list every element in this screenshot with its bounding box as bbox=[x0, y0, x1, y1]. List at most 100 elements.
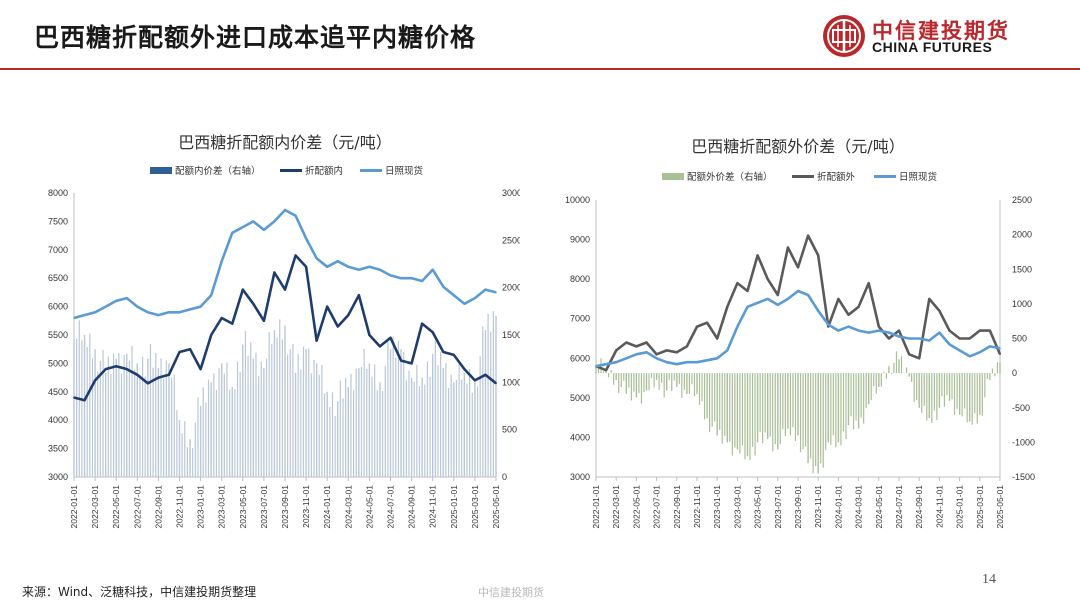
legend-swatch bbox=[150, 167, 172, 174]
spread-bar bbox=[739, 373, 741, 454]
spread-bar bbox=[192, 447, 194, 477]
series-point bbox=[716, 357, 718, 360]
spread-bar bbox=[389, 349, 392, 477]
spread-bar bbox=[595, 366, 597, 374]
x-tick-label: 2024-07-01 bbox=[894, 485, 904, 529]
x-tick-label: 2023-03-01 bbox=[217, 485, 227, 529]
page-number: 14 bbox=[982, 572, 996, 587]
series-point bbox=[379, 268, 381, 271]
spread-bar bbox=[799, 373, 802, 453]
spread-bar bbox=[379, 382, 381, 477]
spread-bar bbox=[321, 364, 323, 477]
spread-bar bbox=[716, 373, 718, 436]
series-point bbox=[908, 353, 910, 356]
spread-bar bbox=[136, 363, 138, 477]
series-point bbox=[263, 229, 265, 231]
spread-bar bbox=[152, 367, 154, 477]
spread-bar bbox=[368, 363, 371, 477]
series-point bbox=[797, 266, 799, 269]
spread-bar bbox=[492, 311, 494, 477]
series-point bbox=[273, 271, 276, 274]
spread-bar bbox=[410, 377, 413, 477]
series-point bbox=[635, 345, 638, 348]
series-point bbox=[157, 376, 160, 379]
spread-bar bbox=[163, 378, 165, 477]
spread-bar bbox=[840, 373, 842, 446]
spread-bar bbox=[429, 376, 431, 477]
spread-bar bbox=[445, 363, 447, 477]
x-tick-label: 2024-11-01 bbox=[428, 485, 438, 528]
series-point bbox=[787, 246, 789, 249]
x-tick-label: 2024-07-01 bbox=[386, 485, 396, 529]
spread-bar bbox=[966, 373, 968, 423]
spread-bar bbox=[128, 360, 130, 477]
series-point bbox=[979, 329, 981, 332]
spread-bar bbox=[933, 373, 935, 411]
spread-bar bbox=[300, 369, 302, 477]
spread-bar bbox=[331, 392, 334, 477]
x-tick-label: 2023-07-01 bbox=[773, 485, 783, 529]
series-point bbox=[999, 347, 1001, 350]
spread-bar bbox=[625, 373, 627, 394]
series-point bbox=[676, 351, 678, 354]
spread-bar bbox=[981, 373, 983, 416]
series-point bbox=[645, 341, 648, 344]
spread-bar bbox=[149, 343, 152, 477]
spread-bar bbox=[769, 373, 771, 437]
spread-bar bbox=[234, 389, 236, 477]
spread-bar bbox=[815, 373, 817, 467]
series-point bbox=[898, 329, 900, 332]
spread-bar bbox=[860, 373, 862, 418]
spread-bar bbox=[918, 373, 920, 408]
spread-bar bbox=[395, 357, 397, 477]
series-point bbox=[888, 331, 890, 334]
legend-label: 折配额内 bbox=[305, 165, 343, 177]
spread-bar bbox=[94, 349, 96, 477]
spread-bar bbox=[994, 373, 996, 377]
y2-tick-label: 1500 bbox=[1012, 264, 1032, 274]
spread-bar bbox=[996, 362, 999, 374]
series-point bbox=[305, 237, 307, 240]
spread-bar bbox=[118, 353, 120, 477]
spread-bar bbox=[706, 373, 708, 419]
spread-bar bbox=[355, 368, 357, 477]
spread-bar bbox=[476, 386, 479, 477]
spread-bar bbox=[247, 355, 249, 477]
spread-bar bbox=[271, 343, 273, 477]
spread-bar bbox=[202, 387, 204, 477]
spread-bar bbox=[873, 373, 875, 386]
series-point bbox=[294, 254, 297, 257]
spread-bar bbox=[252, 358, 255, 477]
y-tick-label: 8000 bbox=[570, 274, 590, 284]
logo-english-text: CHINA FUTURES bbox=[872, 39, 993, 55]
spread-bar bbox=[643, 373, 645, 393]
spread-bar bbox=[974, 373, 976, 414]
series-point bbox=[136, 305, 139, 308]
spread-bar bbox=[885, 373, 887, 379]
x-tick-label: 2023-01-01 bbox=[712, 485, 722, 529]
spread-bar bbox=[184, 421, 186, 477]
series-point bbox=[958, 337, 961, 340]
series-point bbox=[787, 298, 789, 300]
spread-bar bbox=[661, 373, 663, 383]
spread-bar bbox=[218, 368, 220, 477]
series-point bbox=[605, 363, 607, 366]
spread-bar bbox=[681, 373, 683, 398]
spread-bar bbox=[749, 373, 751, 461]
spread-bar bbox=[913, 373, 915, 402]
spread-bar bbox=[474, 382, 476, 477]
spread-bar bbox=[964, 373, 966, 409]
series-point bbox=[645, 351, 648, 354]
spread-bar bbox=[342, 398, 344, 477]
spread-bar bbox=[976, 373, 978, 424]
x-tick-label: 2023-05-01 bbox=[753, 485, 763, 529]
spread-bar bbox=[89, 333, 91, 477]
x-tick-label: 2024-03-01 bbox=[343, 485, 353, 529]
series-point bbox=[315, 339, 318, 342]
spread-bar bbox=[287, 354, 289, 477]
spread-bar bbox=[139, 374, 141, 477]
series-point bbox=[777, 304, 779, 306]
spread-bar bbox=[197, 397, 199, 477]
spread-bar bbox=[194, 422, 196, 477]
spread-bar bbox=[387, 340, 389, 477]
